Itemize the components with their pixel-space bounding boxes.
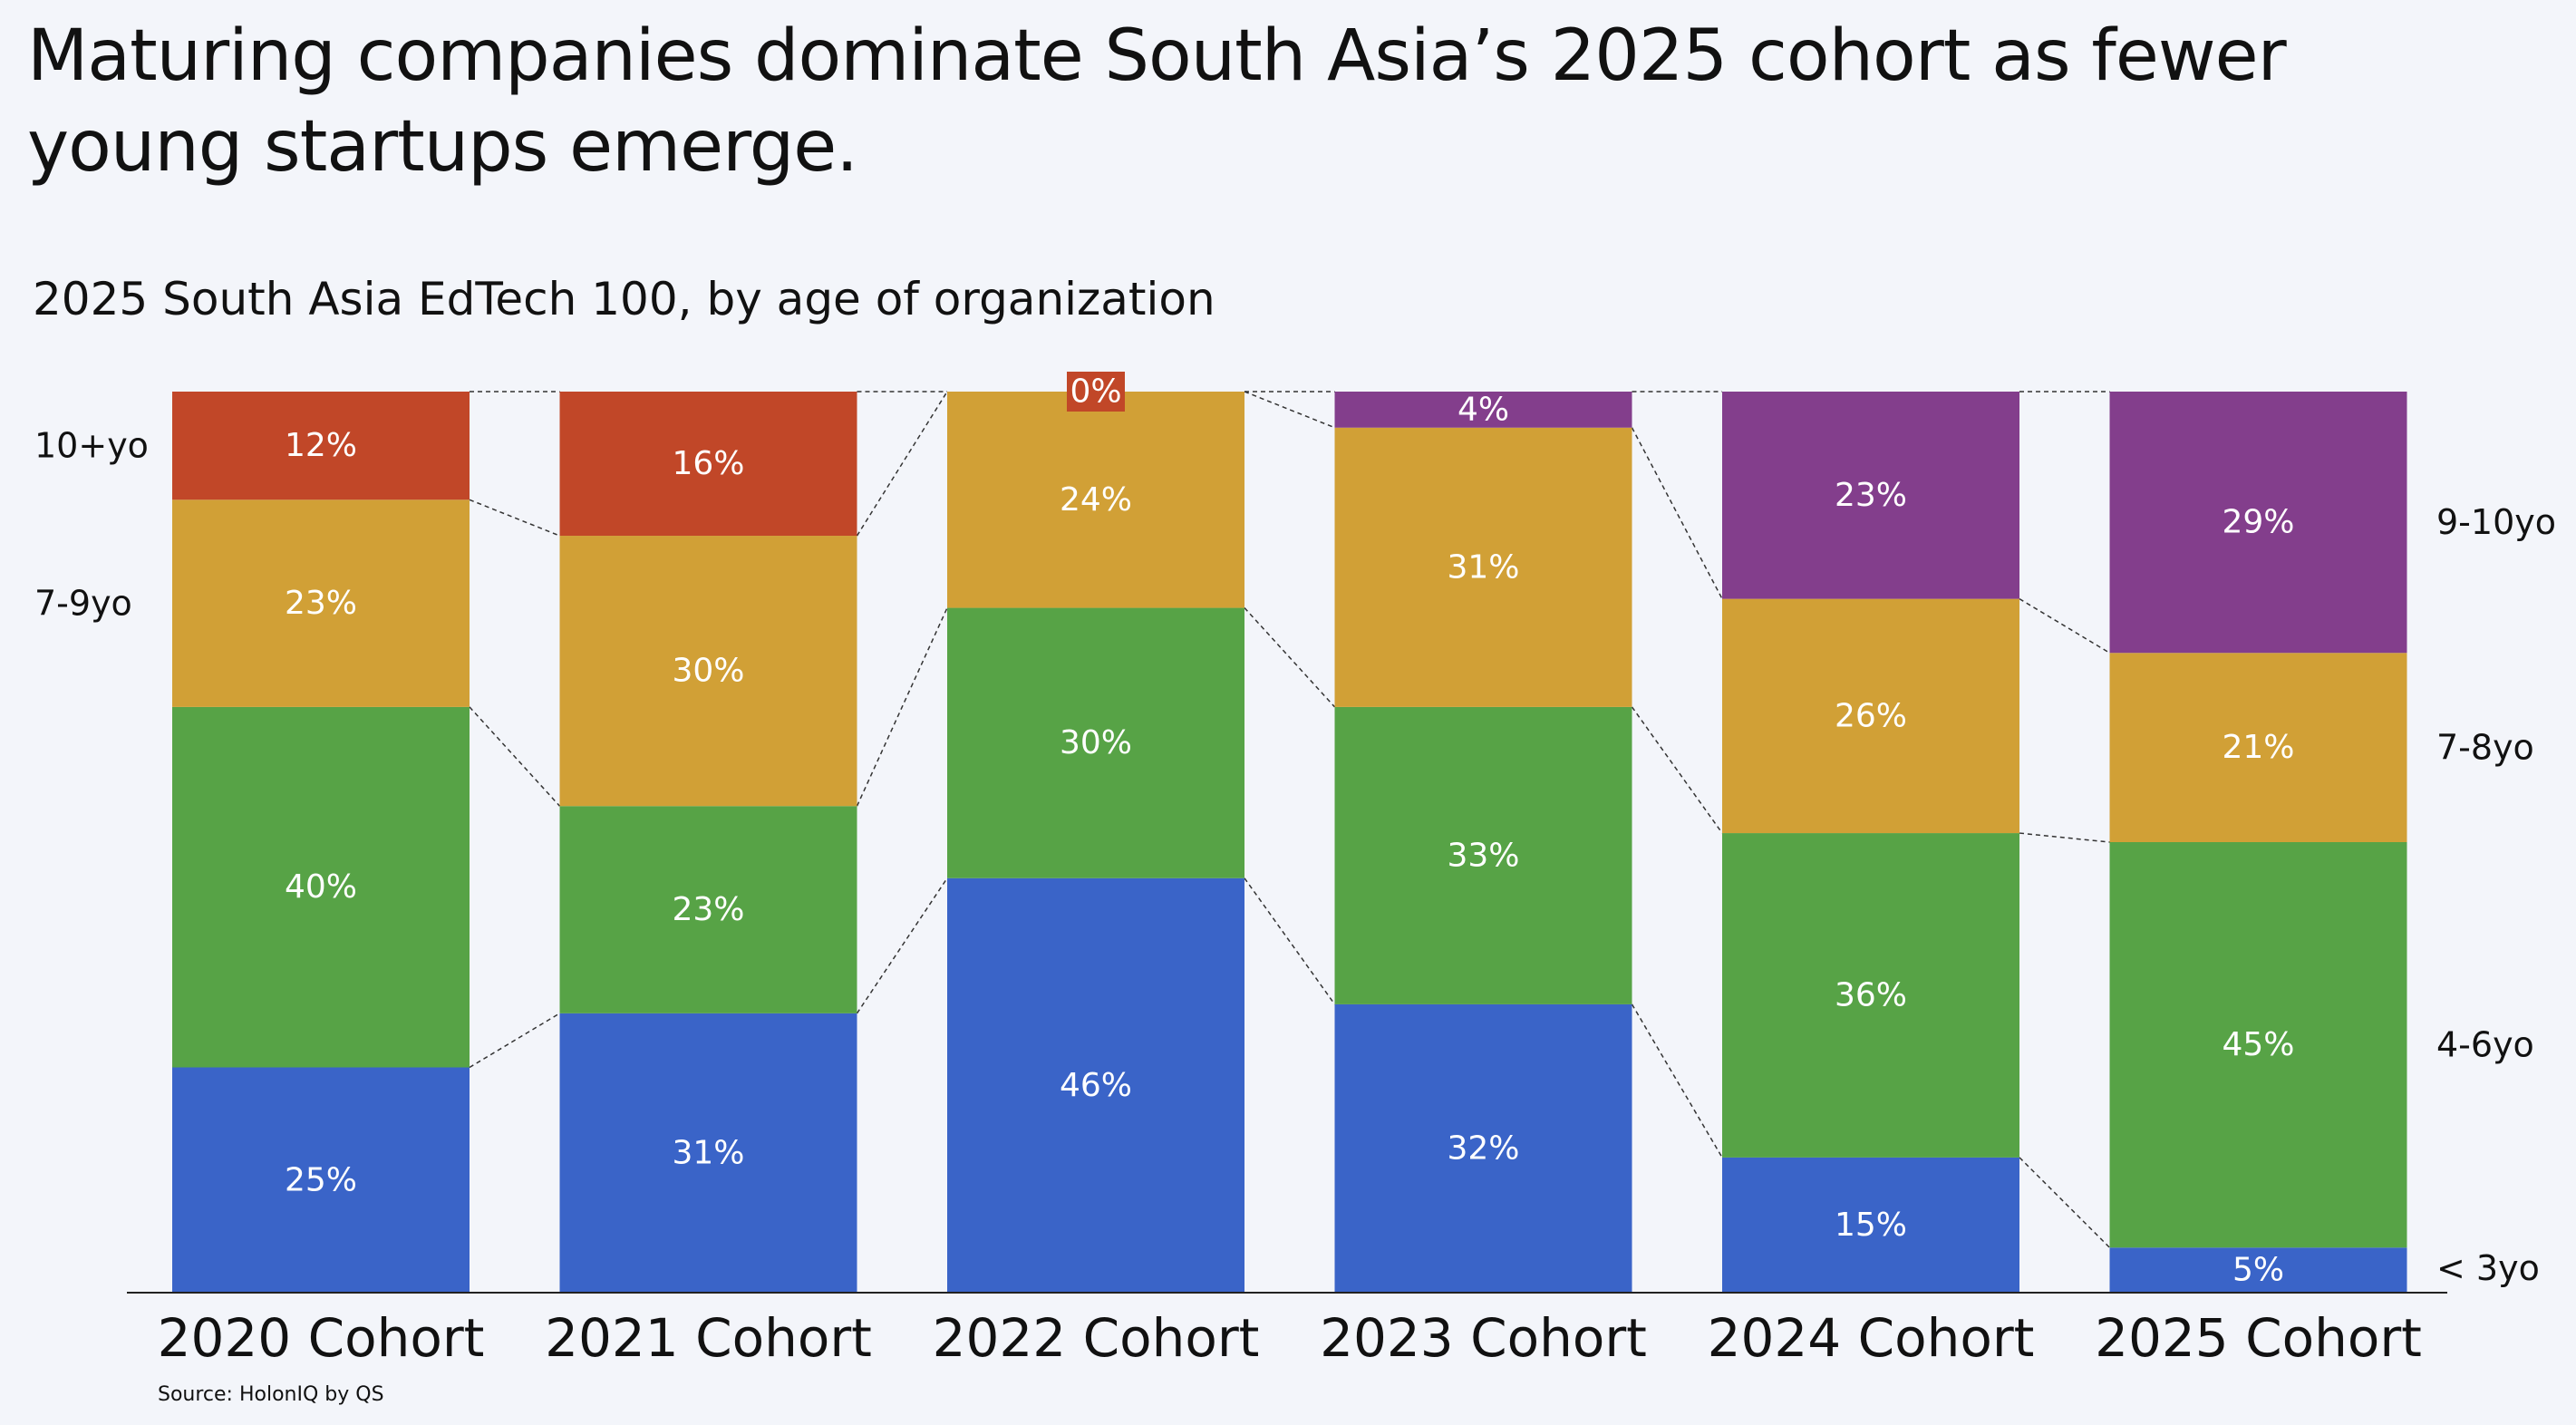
bar-segment xyxy=(1334,1003,1632,1293)
chart-title: Maturing companies dominate South Asia’s… xyxy=(27,15,2287,188)
connector-line xyxy=(2019,597,2110,654)
bar-segment xyxy=(172,499,470,707)
bar-segment xyxy=(1334,392,1632,428)
bar-segment xyxy=(1722,1157,2019,1293)
data-label: 40% xyxy=(285,868,357,906)
category-label: 2022 Cohort xyxy=(933,1307,1260,1369)
bar-stack: 5% 45% 21% 29% xyxy=(2109,392,2407,1293)
data-label: 0% xyxy=(1070,373,1121,411)
data-label: 5% xyxy=(2232,1252,2284,1289)
bar-segment xyxy=(947,392,1244,608)
bar-segment xyxy=(1334,427,1632,707)
legend-label-left: 10+yo xyxy=(34,426,149,466)
connector-line xyxy=(1631,706,1723,834)
bar-segment xyxy=(2109,1247,2407,1293)
data-label: 16% xyxy=(672,445,744,482)
bar-segment xyxy=(172,1067,470,1293)
bar-stack: 32% 33% 31% 4% xyxy=(1334,391,1632,1293)
bar-segment xyxy=(1722,833,2019,1158)
bar-segment xyxy=(2109,392,2407,654)
bar-stack: 31% 23% 30% 16% xyxy=(559,392,857,1293)
data-label: 15% xyxy=(1835,1207,1907,1244)
data-label: 29% xyxy=(2222,504,2294,541)
category-label: 2024 Cohort xyxy=(1708,1307,2035,1369)
data-label: 24% xyxy=(1060,481,1132,519)
connector-line xyxy=(469,499,560,537)
data-label: 4% xyxy=(1457,391,1509,428)
category-label: 2025 Cohort xyxy=(2095,1307,2422,1369)
connector-line xyxy=(1244,877,1336,1005)
category-label: 2021 Cohort xyxy=(545,1307,872,1369)
data-label: 31% xyxy=(1447,548,1519,586)
bar-segment xyxy=(947,607,1244,878)
bar-stack: 15% 36% 26% 23% xyxy=(1722,392,2019,1293)
bar-segment xyxy=(559,536,857,807)
data-label: 26% xyxy=(1835,697,1907,734)
data-label: 23% xyxy=(1835,477,1907,514)
connector-line xyxy=(1244,391,1335,429)
category-label: 2023 Cohort xyxy=(1320,1307,1647,1369)
bar-segment xyxy=(172,392,470,500)
source-note: Source: HolonIQ by QS xyxy=(158,1383,384,1406)
data-label: 36% xyxy=(1835,976,1907,1013)
data-label: 45% xyxy=(2222,1026,2294,1063)
bar-stacks: 25% 40% 23% 12% 31% 23% 30% 16% 46% 30% 24% 0% 32% 33… xyxy=(172,372,2407,1293)
category-axis-labels: 2020 Cohort 2021 Cohort 2022 Cohort 2023 Co… xyxy=(158,1307,2422,1369)
data-label: 30% xyxy=(1060,724,1132,761)
bar-segment xyxy=(2109,653,2407,842)
data-label: 23% xyxy=(672,891,744,928)
connector-line xyxy=(856,877,948,1014)
connector-line xyxy=(1631,427,1723,599)
connector-line xyxy=(2019,1157,2111,1248)
bar-segment xyxy=(1722,598,2019,834)
data-label: 30% xyxy=(672,653,744,690)
bar-segment xyxy=(947,877,1244,1293)
bar-segment xyxy=(559,1013,857,1293)
connector-line xyxy=(1631,1003,1723,1158)
legend-label-right: 7-8yo xyxy=(2436,728,2534,768)
bar-segment xyxy=(559,392,857,537)
data-label: 25% xyxy=(285,1161,357,1198)
data-label: 46% xyxy=(1060,1067,1132,1104)
legend-label-right: 9-10yo xyxy=(2436,502,2556,542)
bar-stack: 25% 40% 23% 12% xyxy=(172,392,470,1293)
connector-line xyxy=(2019,832,2110,843)
bar-segment xyxy=(1334,706,1632,1004)
data-label: 23% xyxy=(285,585,357,622)
data-label: 31% xyxy=(672,1134,744,1171)
connector-line xyxy=(469,706,561,807)
bar-segment xyxy=(172,706,470,1068)
connector-line xyxy=(469,1013,560,1069)
data-label: 21% xyxy=(2222,729,2294,766)
age-group-legend: 10+yo 7-9yo 9-10yo 7-8yo 4-6yo < 3yo xyxy=(34,426,2556,1289)
legend-label-right: < 3yo xyxy=(2436,1248,2540,1288)
data-label: 33% xyxy=(1447,837,1519,874)
bar-segment xyxy=(1722,392,2019,599)
zero-value-badge xyxy=(1067,372,1125,412)
connector-line xyxy=(1244,607,1336,708)
connector-line xyxy=(856,391,948,537)
bar-stack: 46% 30% 24% 0% xyxy=(947,372,1244,1293)
segment-connector-lines xyxy=(469,391,2111,1248)
legend-label-right: 4-6yo xyxy=(2436,1025,2534,1065)
data-label: 32% xyxy=(1447,1129,1519,1167)
bar-segment xyxy=(559,806,857,1013)
legend-label-left: 7-9yo xyxy=(34,584,132,624)
data-label: 12% xyxy=(285,427,357,464)
chart-subtitle: 2025 South Asia EdTech 100, by age of or… xyxy=(33,273,1215,325)
category-label: 2020 Cohort xyxy=(158,1307,485,1369)
bar-segment xyxy=(2109,842,2407,1248)
connector-line xyxy=(856,607,948,807)
